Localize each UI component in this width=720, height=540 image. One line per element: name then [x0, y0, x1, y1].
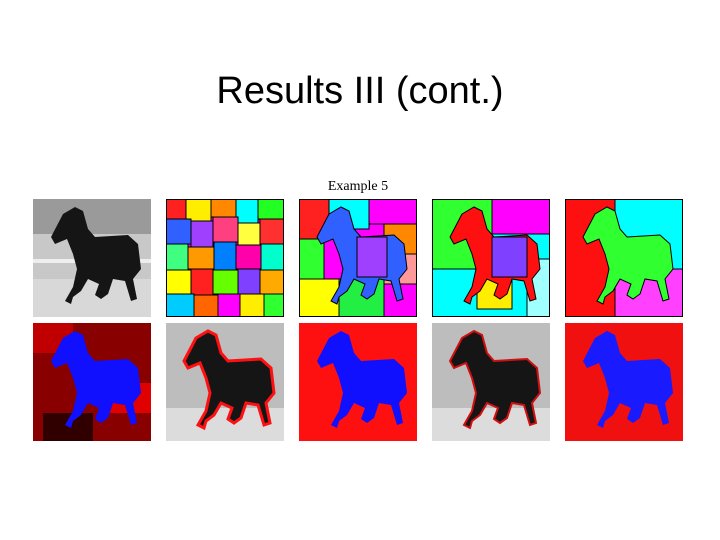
figure-caption: Example 5: [328, 179, 388, 194]
slide-title: Results III (cont.): [216, 70, 504, 112]
segmentation-coarse: [565, 199, 683, 317]
likelihood-map: [33, 323, 151, 441]
boundary-overlay: [166, 323, 284, 441]
segmentation-fine: [299, 199, 417, 317]
segmentation-medium: [432, 199, 550, 317]
superpixels: [166, 199, 284, 317]
soft-mask: [565, 323, 683, 441]
photo: [33, 199, 151, 317]
binary-mask: [299, 323, 417, 441]
boundary-overlay-final: [432, 323, 550, 441]
